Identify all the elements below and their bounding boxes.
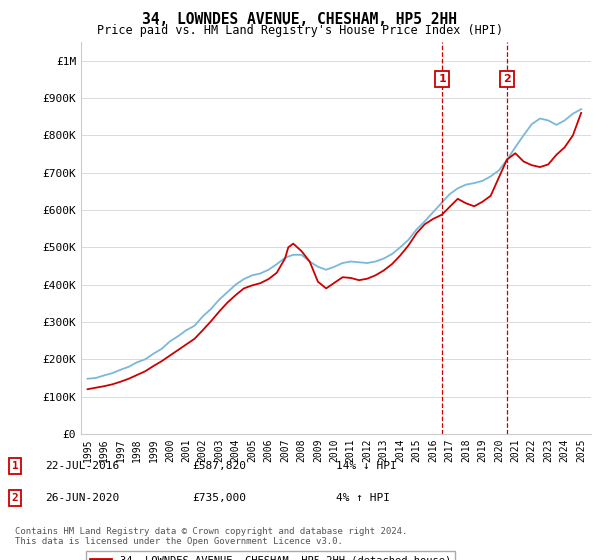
Text: 14% ↓ HPI: 14% ↓ HPI xyxy=(336,461,397,471)
Text: £735,000: £735,000 xyxy=(192,493,246,503)
Text: Contains HM Land Registry data © Crown copyright and database right 2024.
This d: Contains HM Land Registry data © Crown c… xyxy=(15,526,407,546)
Legend: 34, LOWNDES AVENUE, CHESHAM, HP5 2HH (detached house), HPI: Average price, detac: 34, LOWNDES AVENUE, CHESHAM, HP5 2HH (de… xyxy=(86,551,455,560)
Text: Price paid vs. HM Land Registry's House Price Index (HPI): Price paid vs. HM Land Registry's House … xyxy=(97,24,503,37)
Text: £587,820: £587,820 xyxy=(192,461,246,471)
Text: 4% ↑ HPI: 4% ↑ HPI xyxy=(336,493,390,503)
Text: 1: 1 xyxy=(11,461,19,471)
Text: 34, LOWNDES AVENUE, CHESHAM, HP5 2HH: 34, LOWNDES AVENUE, CHESHAM, HP5 2HH xyxy=(143,12,458,27)
Text: 26-JUN-2020: 26-JUN-2020 xyxy=(45,493,119,503)
Text: 22-JUL-2016: 22-JUL-2016 xyxy=(45,461,119,471)
Text: 2: 2 xyxy=(503,74,511,85)
Text: 1: 1 xyxy=(438,74,446,85)
Text: 2: 2 xyxy=(11,493,19,503)
